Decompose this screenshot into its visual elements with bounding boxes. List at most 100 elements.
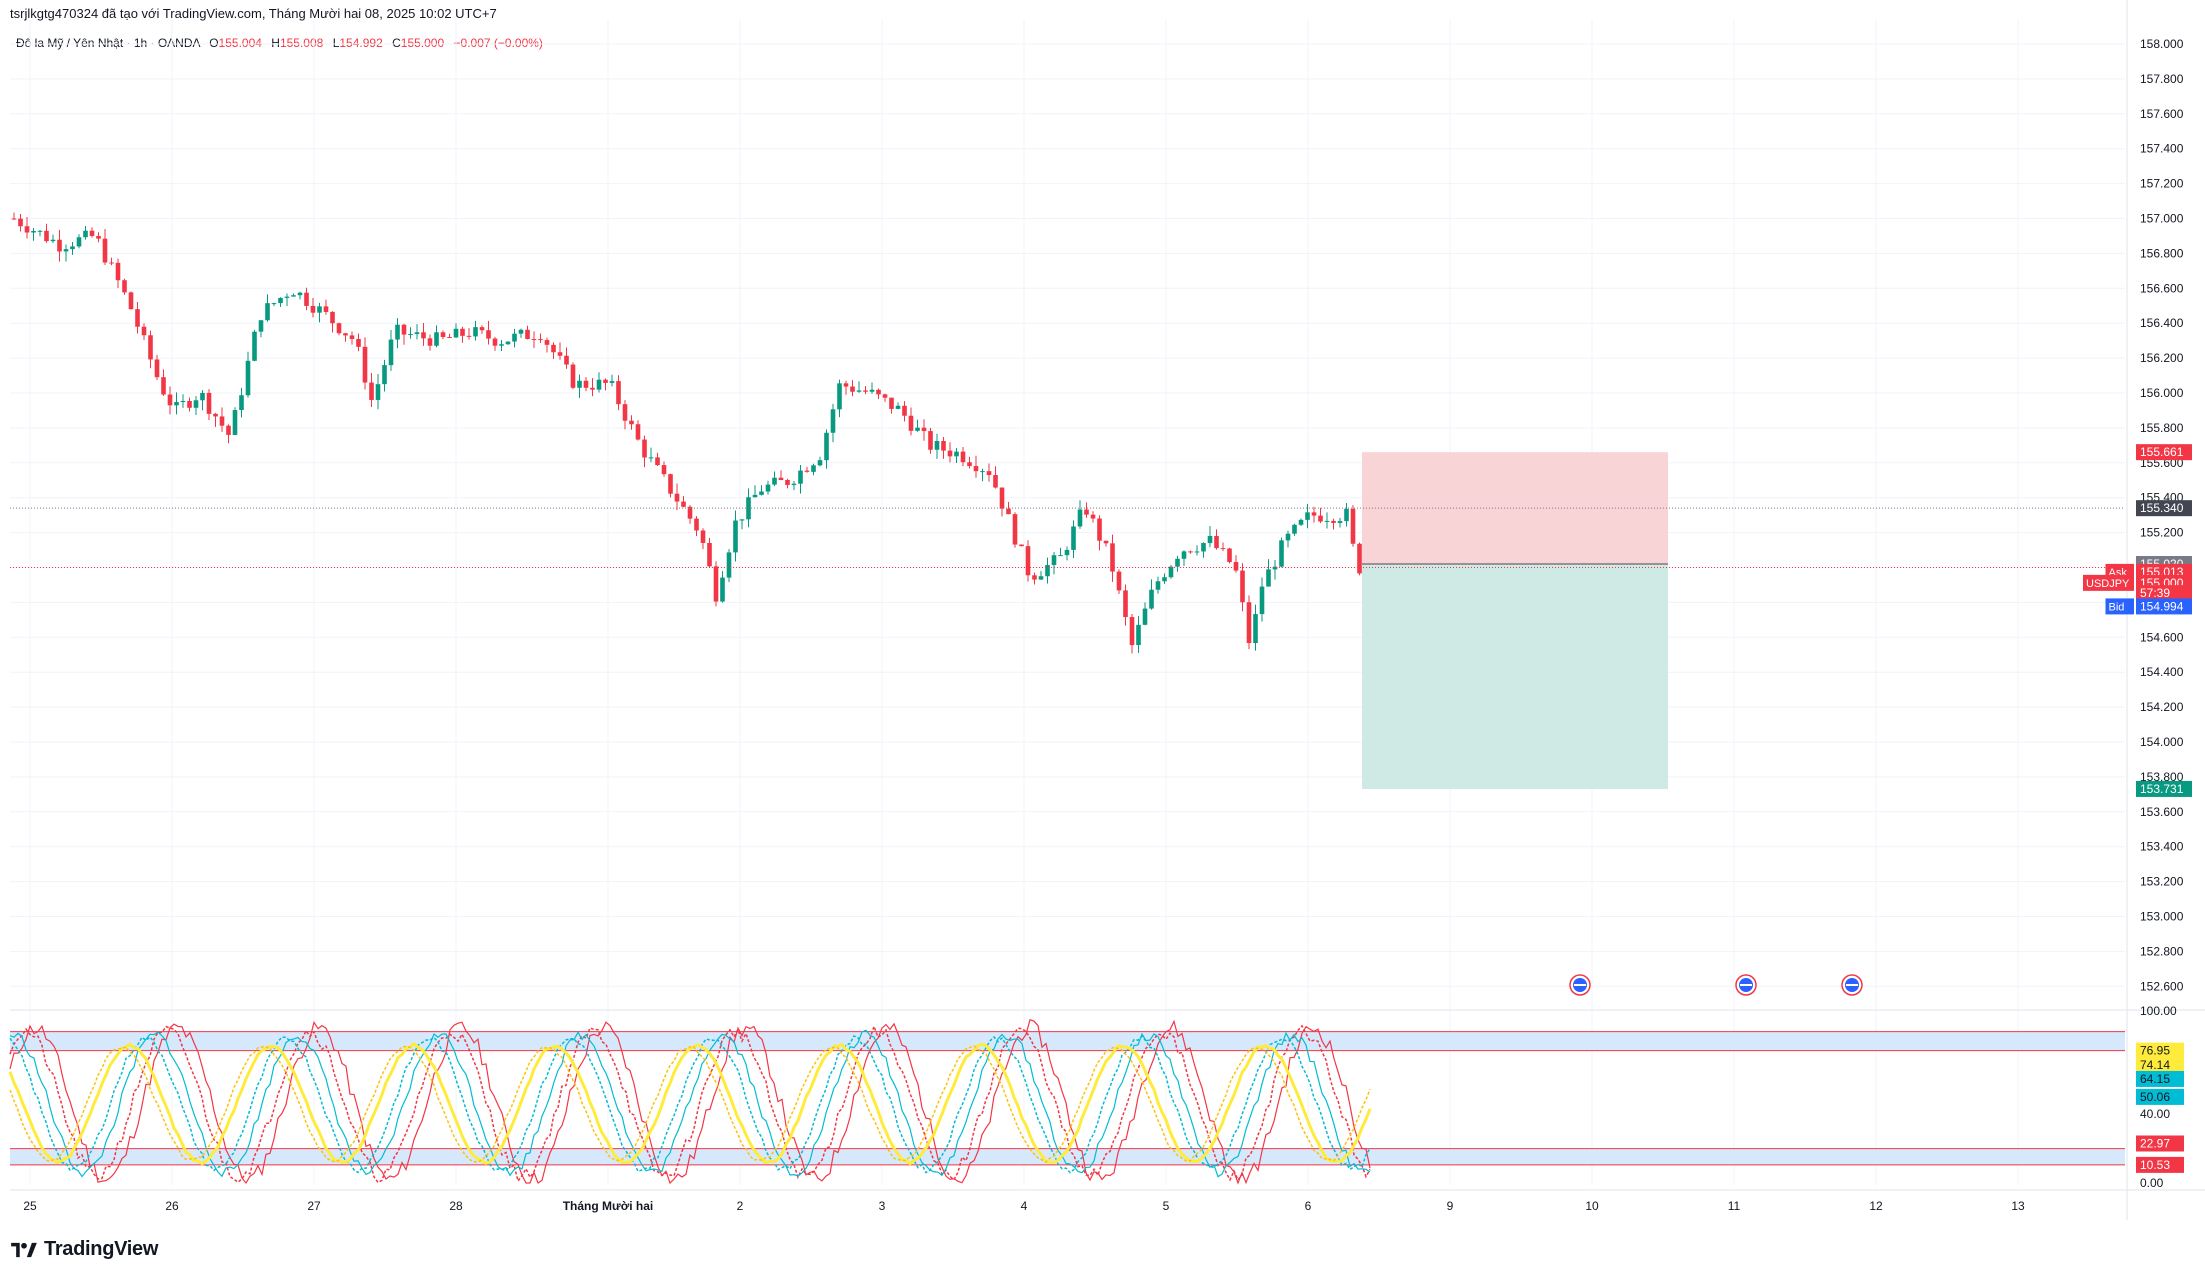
candle-body	[765, 484, 771, 492]
candle	[1253, 604, 1258, 651]
candle	[895, 402, 901, 410]
candle	[947, 442, 953, 463]
change-value: −0.007 (−0.00%)	[453, 36, 543, 50]
candle	[583, 377, 589, 392]
candle	[200, 390, 205, 411]
candle	[180, 394, 186, 408]
candle-body	[473, 327, 478, 337]
candle-body	[928, 431, 933, 450]
candle	[1201, 542, 1206, 558]
candle	[1227, 547, 1232, 564]
candle-body	[1162, 577, 1167, 582]
candle-body	[980, 471, 985, 473]
candle-body	[343, 333, 348, 336]
stoch-d-dotted-line	[9, 1035, 1371, 1174]
price-label-bg	[2136, 598, 2192, 615]
candle	[1233, 555, 1239, 573]
candle	[681, 495, 686, 508]
indicator-tick-label: 40.00	[2140, 1107, 2170, 1121]
candle	[226, 424, 231, 444]
candle-body	[895, 405, 901, 409]
candle	[1168, 564, 1174, 579]
candle-body	[557, 352, 563, 356]
candle-body	[499, 344, 504, 346]
candle	[915, 419, 920, 432]
candle	[284, 293, 290, 307]
candle-body	[648, 457, 654, 459]
candle-body	[1025, 546, 1031, 576]
symbol-legend: Đô la Mỹ / Yên Nhật · 1h · OANDA O155.00…	[16, 36, 543, 50]
indicator-label-bg	[2136, 1057, 2184, 1074]
candle-body	[596, 379, 602, 390]
candle-body	[668, 474, 673, 494]
candle	[1285, 530, 1291, 548]
price-tick-label: 158.000	[2140, 37, 2184, 51]
candle-body	[629, 420, 634, 425]
candle	[356, 333, 361, 352]
candle-body	[505, 341, 511, 345]
candle	[1350, 505, 1356, 547]
candle	[382, 359, 387, 392]
candle	[752, 485, 758, 498]
candle	[804, 466, 810, 473]
time-tick-label: 28	[449, 1199, 463, 1213]
price-label-tag-bg	[2083, 574, 2134, 591]
candle-body	[1006, 508, 1011, 515]
candle	[1103, 540, 1109, 547]
symbol-name[interactable]: Đô la Mỹ / Yên Nhật · 1h · OANDA	[16, 36, 200, 50]
tradingview-logo[interactable]: TradingView	[10, 1238, 158, 1261]
candle-body	[330, 311, 335, 324]
candle	[1305, 503, 1310, 529]
candle	[973, 455, 979, 478]
candle	[551, 342, 556, 359]
candle	[1097, 515, 1102, 551]
price-label-value: 154.994	[2140, 599, 2184, 613]
candle	[811, 463, 816, 476]
candle-body	[720, 577, 725, 602]
candle-body	[349, 335, 355, 339]
candle	[252, 329, 257, 362]
candle-body	[551, 344, 556, 353]
candle-body	[1136, 624, 1141, 646]
candle-body	[356, 338, 361, 347]
candle	[512, 328, 517, 348]
candle	[525, 325, 530, 340]
candle	[1110, 534, 1115, 582]
stop-loss-zone	[1362, 452, 1668, 565]
candle	[96, 232, 101, 243]
candle-body	[323, 306, 329, 312]
candle-body	[733, 520, 738, 553]
candle	[115, 258, 121, 289]
candle	[889, 397, 894, 414]
candle	[1279, 537, 1284, 568]
candle	[843, 380, 849, 395]
candle	[993, 466, 998, 489]
candle-body	[824, 432, 829, 461]
candle-body	[83, 230, 88, 238]
economic-event-icon	[1735, 974, 1757, 996]
candle-body	[1045, 565, 1050, 577]
candle	[187, 397, 192, 412]
candle-body	[817, 460, 823, 466]
candle-body	[798, 470, 803, 484]
candle	[154, 354, 160, 380]
candle-body	[954, 451, 959, 457]
candle	[908, 407, 914, 436]
candle-body	[1272, 566, 1278, 570]
candle	[713, 561, 719, 607]
price-label-value: 155.661	[2140, 445, 2184, 459]
candle-body	[1149, 589, 1154, 609]
candle	[258, 320, 264, 338]
price-tick-label: 152.800	[2140, 944, 2184, 958]
candle-body	[18, 218, 23, 227]
candle-body	[154, 359, 160, 378]
candle-body	[427, 338, 433, 346]
candle-body	[395, 324, 400, 340]
attribution-text: tsrjlkgtg470324 đã tạo với TradingView.c…	[10, 6, 497, 21]
candle-body	[291, 295, 296, 297]
candle-body	[89, 230, 95, 236]
candle	[720, 571, 725, 603]
candle	[765, 480, 771, 495]
candle	[278, 297, 283, 307]
